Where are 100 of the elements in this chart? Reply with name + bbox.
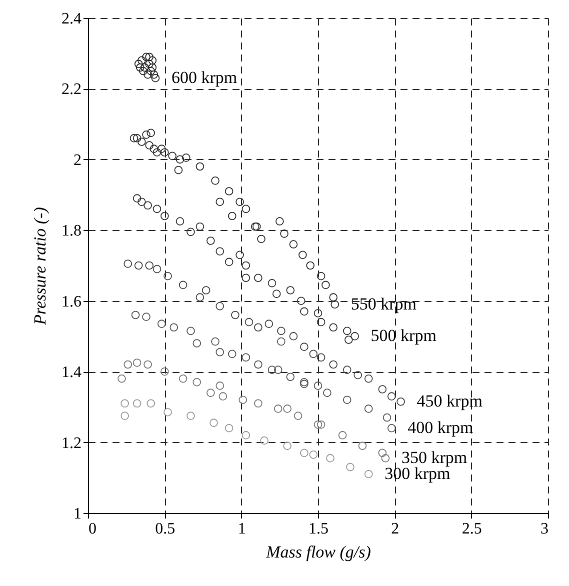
point <box>224 424 234 432</box>
point <box>140 63 149 72</box>
point <box>242 261 250 270</box>
x-tick-label: 0 <box>88 520 96 538</box>
point <box>178 280 188 290</box>
point <box>257 234 266 244</box>
y-tick-label: 1.2 <box>62 434 82 452</box>
point <box>151 74 160 82</box>
point <box>186 326 195 336</box>
point <box>144 360 152 369</box>
point <box>322 280 330 290</box>
point <box>150 144 158 153</box>
point <box>144 70 152 79</box>
point <box>314 420 322 429</box>
point <box>300 307 308 316</box>
point <box>338 431 347 440</box>
point <box>252 222 261 231</box>
point <box>296 296 306 306</box>
point <box>176 217 184 226</box>
point <box>316 272 326 280</box>
point <box>364 470 373 478</box>
point <box>298 250 307 260</box>
point <box>216 348 224 356</box>
point <box>250 222 260 231</box>
point <box>242 204 250 214</box>
point <box>316 353 326 362</box>
point <box>350 332 359 340</box>
point <box>300 448 308 458</box>
point <box>294 412 302 420</box>
point <box>254 323 262 332</box>
point <box>211 176 220 185</box>
point <box>178 374 188 383</box>
point <box>145 261 154 270</box>
point <box>160 148 169 157</box>
point <box>274 366 282 374</box>
point <box>264 320 274 328</box>
point <box>134 261 143 270</box>
point <box>146 128 156 138</box>
point <box>138 56 146 65</box>
point <box>224 258 234 266</box>
x-tick-label: 3 <box>540 520 548 538</box>
point <box>218 392 228 400</box>
point <box>216 382 224 390</box>
point <box>300 378 308 386</box>
point <box>164 408 172 416</box>
point <box>192 339 202 348</box>
point <box>132 399 142 408</box>
x-tick-label: 2 <box>391 520 400 538</box>
point <box>286 286 295 294</box>
point <box>309 450 318 459</box>
point <box>231 310 240 320</box>
point <box>242 274 250 282</box>
point <box>268 279 276 288</box>
point <box>157 144 166 153</box>
point <box>196 162 204 171</box>
point <box>378 385 387 394</box>
point <box>120 412 129 420</box>
y-tick-label: 2.4 <box>62 10 82 28</box>
point <box>316 318 326 326</box>
y-tick-label: 1.8 <box>62 222 82 240</box>
point <box>300 342 308 351</box>
point <box>274 404 282 413</box>
point <box>170 323 178 332</box>
point <box>316 420 326 429</box>
y-tick-label: 2.2 <box>62 81 82 98</box>
point <box>283 442 292 450</box>
point <box>289 332 298 340</box>
point <box>342 396 352 404</box>
point <box>276 217 284 226</box>
point <box>132 134 142 142</box>
point <box>152 204 162 214</box>
point <box>277 337 286 346</box>
point <box>206 388 215 397</box>
point <box>358 442 367 450</box>
x-tick-label: 0.5 <box>155 520 176 538</box>
y-tick-label: 1.6 <box>62 293 82 310</box>
point <box>176 155 184 164</box>
point <box>160 367 169 376</box>
point <box>330 300 340 309</box>
point <box>268 366 276 374</box>
point <box>344 336 353 344</box>
point <box>145 141 154 150</box>
series-label: 350 krpm <box>401 448 468 468</box>
point <box>254 360 262 369</box>
point <box>164 272 172 280</box>
y-axis-title: Pressure ratio (-) <box>30 206 50 326</box>
point <box>182 154 190 162</box>
point <box>216 198 224 206</box>
point <box>216 247 224 256</box>
point <box>329 323 338 332</box>
point <box>260 436 268 445</box>
point <box>364 404 373 413</box>
point <box>142 52 150 62</box>
point <box>286 372 295 382</box>
point <box>387 424 396 432</box>
point <box>150 70 158 79</box>
x-axis-title: Mass flow (g/s) <box>265 542 372 562</box>
point <box>242 353 250 362</box>
x-tick-label: 1 <box>238 520 246 538</box>
point <box>134 60 143 68</box>
